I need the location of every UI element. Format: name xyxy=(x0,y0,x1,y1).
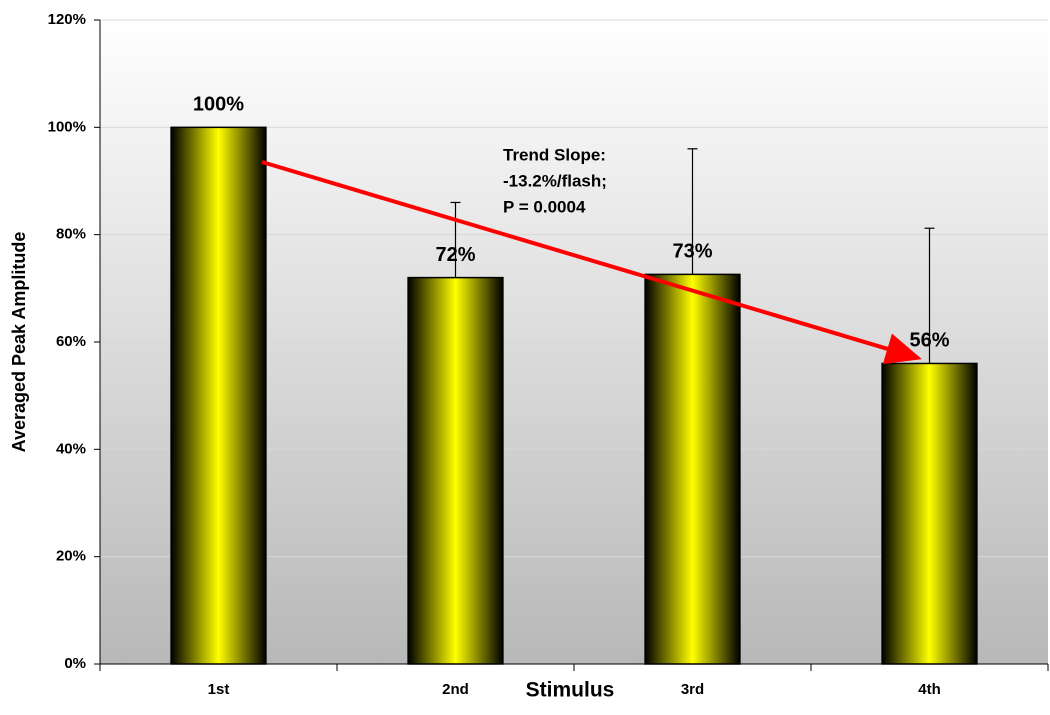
bar xyxy=(170,126,267,665)
y-tick-label: 100% xyxy=(48,118,86,135)
y-tick-label: 80% xyxy=(56,226,86,243)
value-label: 72% xyxy=(435,244,475,266)
x-tick-label: 1st xyxy=(208,681,230,698)
bar xyxy=(407,276,504,665)
y-tick-label: 40% xyxy=(56,440,86,457)
x-tick-label: 2nd xyxy=(442,681,469,698)
annotation: Trend Slope: xyxy=(503,145,606,164)
x-tick-label: 4th xyxy=(918,681,941,698)
annotation: -13.2%/flash; xyxy=(503,171,607,190)
x-tick-label: 3rd xyxy=(681,681,704,698)
bar xyxy=(644,273,741,665)
value-label: 100% xyxy=(193,94,244,116)
y-tick-label: 0% xyxy=(64,655,86,672)
x-axis-title: Stimulus xyxy=(526,679,615,702)
y-axis-title: Averaged Peak Amplitude xyxy=(9,232,29,453)
y-tick-label: 60% xyxy=(56,333,86,350)
y-tick-label: 20% xyxy=(56,548,86,565)
value-label: 73% xyxy=(672,241,712,263)
value-label: 56% xyxy=(909,330,949,352)
y-tick-label: 120% xyxy=(48,11,86,28)
trend-arrow xyxy=(261,160,922,365)
annotation: P = 0.0004 xyxy=(503,197,586,216)
bar xyxy=(881,362,978,665)
